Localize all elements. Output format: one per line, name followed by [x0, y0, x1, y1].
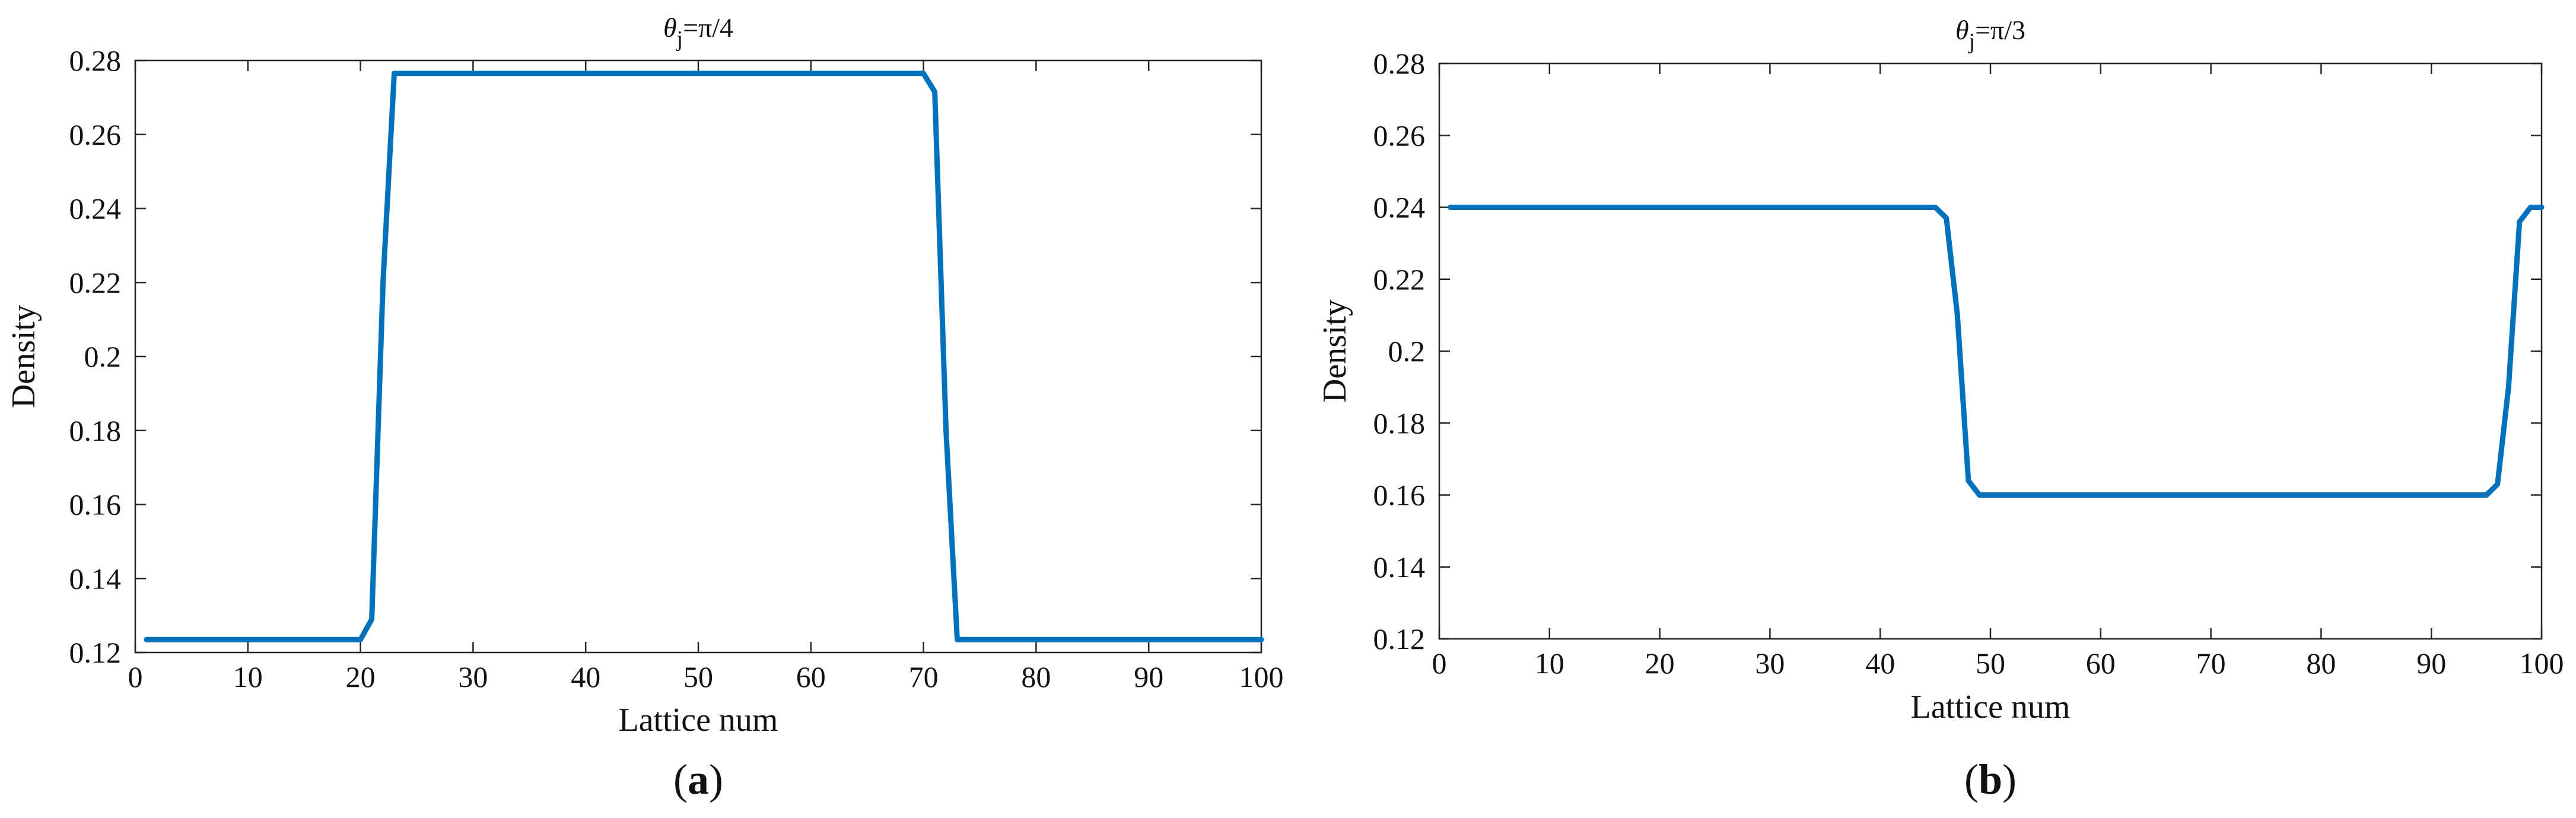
x-tick-label: 40: [571, 660, 600, 693]
x-tick-label: 0: [128, 660, 143, 693]
x-tick-label: 70: [909, 660, 939, 693]
y-axis-label: Density: [1316, 300, 1353, 403]
y-tick-label: 0.22: [1373, 263, 1426, 296]
y-tick-label: 0.26: [69, 118, 122, 151]
y-tick-label: 0.28: [1373, 47, 1426, 80]
y-axis-label: Density: [5, 305, 42, 408]
chart-panel-a: 0 10 20 30 40 50 60 70 80 90 100 0.12 0.14 0.16 0.18 0.…: [5, 12, 1284, 803]
title-subscript: j: [676, 27, 683, 52]
x-tick-label: 80: [1021, 660, 1051, 693]
title-value: =π/3: [1975, 15, 2025, 45]
x-tick-label: 50: [683, 660, 713, 693]
y-tick-label: 0.16: [69, 488, 122, 521]
x-tick-label: 90: [2416, 647, 2446, 680]
x-tick-label: 30: [458, 660, 488, 693]
y-tick-label: 0.28: [69, 44, 122, 77]
x-tick-label: 10: [233, 660, 263, 693]
y-tick-label: 0.22: [69, 266, 122, 299]
panel-label: (a): [673, 756, 723, 803]
x-tick-label: 100: [1239, 660, 1284, 693]
y-tick-label: 0.14: [1373, 550, 1426, 584]
x-tick-label: 0: [1432, 647, 1447, 680]
chart-title: θj=π/3: [1955, 15, 2025, 54]
density-series-line: [144, 71, 1264, 642]
y-tick-label: 0.24: [1373, 191, 1426, 224]
y-tick-label: 0.2: [1388, 335, 1426, 368]
panel-label-open: (: [673, 756, 688, 803]
y-tick-label: 0.26: [1373, 119, 1426, 152]
x-tick-label: 60: [2086, 647, 2116, 680]
title-value: =π/4: [683, 12, 733, 43]
x-tick-label: 20: [346, 660, 376, 693]
x-axis-label: Lattice num: [618, 702, 778, 739]
panel-label-close: ): [2002, 756, 2017, 803]
panel-label: (b): [1964, 756, 2017, 803]
plot-frame: [134, 59, 1262, 654]
x-tick-label: 100: [2520, 647, 2564, 680]
x-tick-label: 40: [1865, 647, 1895, 680]
x-tick-label: 80: [2306, 647, 2336, 680]
x-axis-label: Lattice num: [1910, 689, 2070, 725]
density-series-line: [1448, 205, 2545, 498]
y-tick-label: 0.12: [69, 636, 122, 669]
y-tick-label: 0.12: [1373, 622, 1426, 655]
panel-label-letter: a: [688, 756, 709, 803]
title-theta: θ: [663, 12, 677, 43]
y-tick-label: 0.16: [1373, 479, 1426, 512]
panel-label-close: ): [709, 756, 723, 803]
x-tick-label: 30: [1755, 647, 1785, 680]
title-subscript: j: [1968, 29, 1976, 54]
chart-panel-b: 0 10 20 30 40 50 60 70 80 90 100 0.12 0.14 0.16 0.18 0.…: [1316, 15, 2564, 803]
y-tick-label: 0.18: [1373, 406, 1426, 440]
y-tick-label: 0.2: [84, 340, 122, 373]
y-tick-label: 0.14: [69, 562, 122, 595]
x-tick-label: 20: [1645, 647, 1675, 680]
panel-label-letter: b: [1979, 756, 2002, 803]
x-tick-label: 60: [796, 660, 826, 693]
x-tick-label: 10: [1535, 647, 1564, 680]
x-tick-label: 90: [1134, 660, 1163, 693]
title-theta: θ: [1955, 15, 1969, 45]
x-tick-label: 70: [2196, 647, 2226, 680]
x-tick-label: 50: [1976, 647, 2005, 680]
panel-label-open: (: [1964, 756, 1979, 803]
y-tick-label: 0.24: [69, 192, 122, 225]
plot-frame: [1438, 62, 2543, 640]
y-tick-label: 0.18: [69, 414, 122, 447]
chart-title: θj=π/4: [663, 12, 733, 52]
